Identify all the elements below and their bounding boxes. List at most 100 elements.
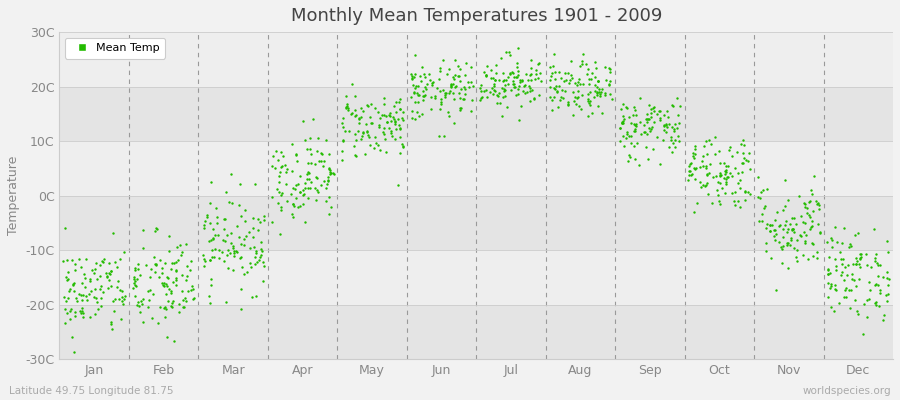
Point [580,71,594,78]
Point [870,282,885,288]
Point [131,261,146,268]
Point [569,101,583,108]
Point [733,177,747,184]
Point [348,113,363,119]
Point [364,120,379,127]
Point [379,113,393,120]
Point [94,303,108,309]
Point [337,124,351,130]
Point [341,106,356,113]
Point [360,129,374,135]
Point [564,58,579,64]
Point [230,249,244,255]
Point [286,201,301,207]
Point [616,143,631,149]
Point [233,286,248,292]
Point [301,195,315,201]
Point [642,116,656,122]
Point [508,92,523,98]
Point [91,306,105,312]
Point [405,108,419,114]
Point [724,173,739,180]
Point [240,269,255,275]
Point [714,172,728,178]
Point [726,198,741,204]
Point [718,178,733,185]
Point [859,251,873,258]
Point [66,282,80,288]
Point [185,296,200,302]
Point [728,202,742,209]
Point [562,80,576,86]
Point [699,182,714,188]
Point [592,89,607,96]
Point [406,74,420,80]
Point [800,204,814,211]
Point [230,223,244,229]
Point [417,71,431,77]
Point [581,113,596,119]
Point [354,136,368,142]
Point [202,293,217,299]
Point [321,166,336,172]
Point [787,226,801,232]
Point [776,242,790,249]
Point [422,77,436,84]
Point [395,109,410,115]
Point [561,99,575,106]
Point [234,254,248,260]
Point [837,294,851,300]
Point [130,276,145,282]
Point [559,77,573,83]
Point [521,83,535,89]
Point [686,153,700,160]
Point [835,269,850,276]
Point [763,222,778,228]
Point [151,320,166,327]
Point [828,282,842,289]
Point [322,169,337,175]
Point [721,174,735,180]
Point [286,201,301,208]
Point [822,253,836,260]
Point [878,292,893,298]
Point [347,143,362,150]
Point [127,274,141,280]
Point [327,171,341,177]
Point [581,96,596,102]
Point [716,175,731,181]
Point [158,283,172,289]
Point [794,232,808,239]
Point [497,86,511,92]
Point [238,218,252,224]
Point [72,256,86,262]
Point [108,296,122,302]
Point [136,226,150,233]
Point [555,87,570,94]
Point [166,338,181,344]
Point [812,206,826,212]
Point [433,65,447,71]
Point [509,74,524,80]
Point [371,142,385,148]
Point [789,246,804,253]
Point [628,128,643,134]
Point [461,79,475,85]
Point [583,88,598,95]
Point [591,78,606,84]
Point [211,214,225,220]
Point [615,120,629,126]
Point [392,122,406,128]
Point [683,161,698,167]
Point [322,165,337,171]
Point [141,288,156,294]
Point [673,103,688,109]
Point [280,166,294,173]
Point [309,174,323,180]
Point [249,259,264,266]
Point [603,69,617,76]
Point [806,241,820,248]
Point [873,287,887,294]
Point [812,202,826,208]
Point [113,316,128,322]
